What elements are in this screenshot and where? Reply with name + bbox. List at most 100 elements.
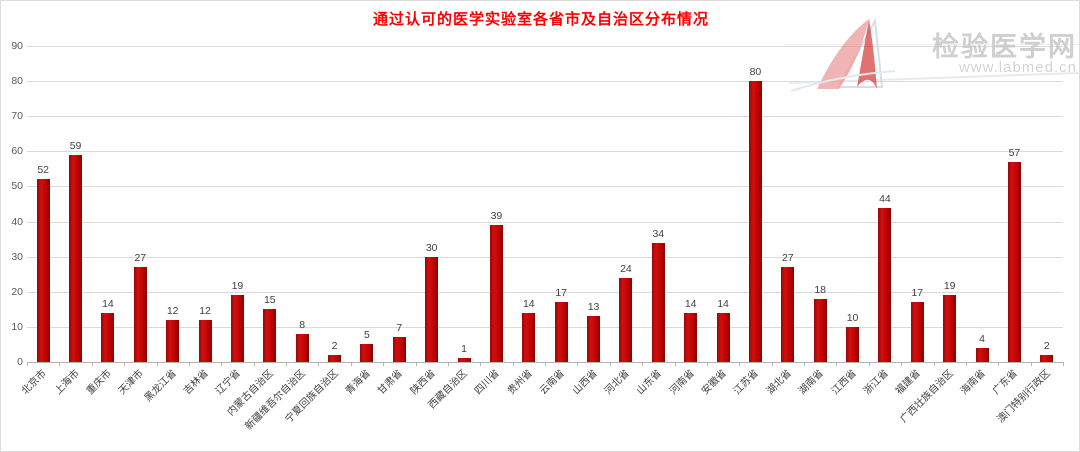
bar-value-label: 34: [652, 227, 665, 240]
x-axis-tick: [868, 362, 870, 366]
bar-value-label: 13: [587, 301, 600, 314]
bar: [748, 81, 762, 362]
bar-value-label: 17: [911, 287, 924, 300]
gridline: [27, 221, 1063, 223]
watermark-line: [783, 44, 1079, 45]
gridline: [27, 256, 1063, 258]
bar: [36, 179, 50, 362]
x-axis-tick: [901, 362, 903, 366]
y-axis-tick-label: 20: [11, 285, 23, 298]
bar: [813, 298, 827, 362]
x-axis-tick: [480, 362, 482, 366]
y-axis-tick-label: 50: [11, 180, 23, 193]
bar: [846, 326, 860, 362]
bar: [457, 358, 471, 362]
x-axis-tick: [642, 362, 644, 366]
x-axis-tick: [253, 362, 255, 366]
x-axis-tick: [91, 362, 93, 366]
x-axis-tick: [156, 362, 158, 366]
x-axis-tick: [188, 362, 190, 366]
bar-value-label: 19: [943, 280, 956, 293]
x-axis-tick: [27, 362, 28, 366]
x-axis-tick: [706, 362, 708, 366]
bar: [69, 154, 83, 362]
bar-value-label: 18: [814, 283, 827, 296]
gridline: [27, 326, 1063, 328]
x-axis-tick: [383, 362, 385, 366]
bar-value-label: 80: [749, 66, 762, 79]
y-axis-tick-label: 30: [11, 250, 23, 263]
bar: [295, 333, 309, 362]
bar-value-label: 8: [299, 318, 306, 331]
bar-value-label: 1: [461, 343, 467, 356]
bar-value-label: 57: [1008, 146, 1021, 159]
bar: [328, 354, 342, 362]
bar-value-label: 14: [717, 297, 729, 310]
bar-value-label: 52: [37, 164, 50, 177]
sail-logo-icon: [787, 13, 897, 98]
x-axis-tick: [1030, 362, 1032, 366]
bar: [1007, 161, 1021, 362]
gridline: [27, 291, 1063, 293]
bar: [684, 312, 698, 362]
x-axis-tick: [124, 362, 126, 366]
watermark-site-url: www.labmed.cn: [958, 59, 1077, 76]
x-axis-tick: [804, 362, 805, 366]
x-axis-tick: [771, 362, 773, 366]
x-axis-tick: [545, 362, 546, 366]
x-axis-tick: [286, 362, 287, 366]
x-axis-tick: [609, 362, 611, 366]
gridline: [27, 116, 1063, 118]
x-axis-tick: [674, 362, 676, 366]
bar-value-label: 15: [263, 294, 276, 307]
bar-value-label: 24: [620, 262, 632, 275]
chart-title: 通过认可的医学实验室各省市及自治区分布情况: [372, 11, 709, 28]
y-axis-tick-label: 10: [11, 320, 23, 333]
x-axis-tick: [998, 362, 1000, 366]
x-axis-tick: [933, 362, 935, 366]
bar-value-label: 5: [364, 329, 370, 342]
bar: [360, 344, 374, 362]
bar-value-label: 2: [331, 339, 338, 352]
bar: [781, 267, 795, 362]
x-axis-tick: [512, 362, 514, 366]
bar-value-label: 10: [846, 311, 859, 324]
x-axis-tick: [836, 362, 838, 366]
x-axis-tick: [350, 362, 352, 366]
bar-value-label: 19: [231, 280, 244, 293]
bar: [619, 277, 633, 362]
bar-value-label: 59: [69, 139, 82, 152]
y-axis-tick-label: 40: [11, 215, 23, 228]
bar: [263, 309, 277, 362]
bar-value-label: 2: [1043, 339, 1050, 352]
bar: [910, 302, 924, 362]
bar: [554, 302, 568, 362]
bar: [651, 242, 665, 362]
bar: [166, 319, 180, 362]
bar: [975, 347, 989, 362]
bar: [425, 256, 439, 362]
bar-value-label: 27: [781, 252, 794, 265]
gridline: [27, 81, 1063, 83]
bar: [522, 312, 536, 362]
bar: [392, 337, 406, 362]
bar-value-label: 17: [555, 287, 568, 300]
gridline: [27, 46, 1063, 47]
bar: [943, 295, 957, 362]
bar: [878, 207, 892, 362]
x-axis-tick: [965, 362, 967, 366]
bar-value-label: 39: [490, 210, 503, 223]
bar: [198, 319, 212, 362]
x-axis-tick: [1063, 362, 1064, 366]
bar: [230, 295, 244, 362]
gridline: [27, 151, 1063, 153]
bar-value-label: 14: [102, 297, 114, 310]
x-axis-tick: [221, 362, 223, 366]
bar-value-label: 7: [396, 322, 403, 335]
watermark-site-name: 检验医学网: [932, 32, 1077, 62]
bar-value-label: 27: [134, 252, 147, 265]
watermark: 检验医学网 www.labmed.cn: [779, 9, 1079, 93]
bar-value-label: 12: [199, 304, 211, 317]
x-axis-tick: [577, 362, 579, 366]
